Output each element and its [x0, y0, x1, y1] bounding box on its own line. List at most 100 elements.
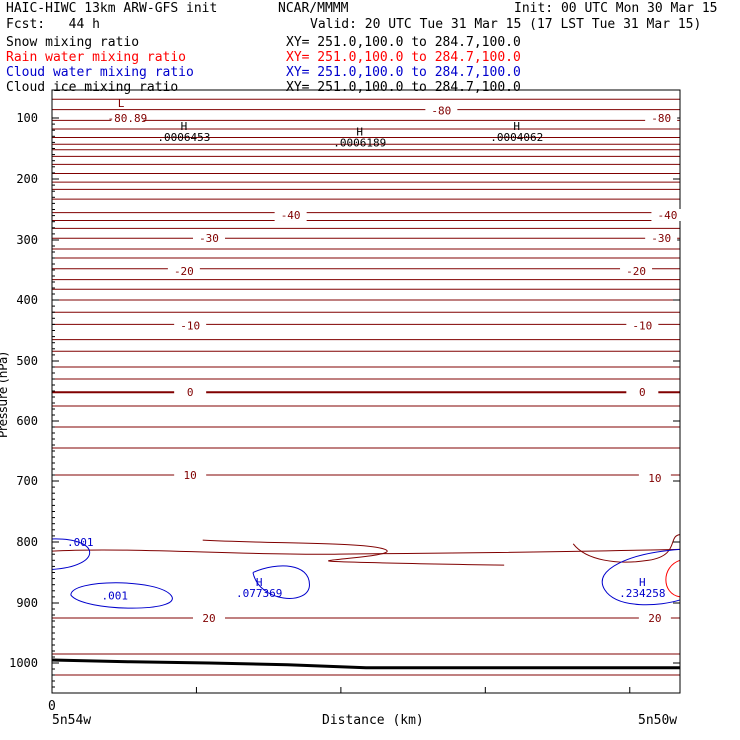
- label-bg: [645, 112, 678, 124]
- isotherm-label: -40: [658, 209, 678, 222]
- isotherm-label: -20: [626, 265, 646, 278]
- isotherm-line: [51, 299, 681, 301]
- isotherm-label: -40: [281, 209, 301, 222]
- extremum-value: .0006453: [157, 131, 210, 144]
- isotherm-line: [51, 426, 681, 428]
- y-tick-label: 100: [16, 111, 38, 125]
- isotherm-label: -80.89: [107, 112, 147, 125]
- field-label-snow: Snow mixing ratio: [6, 35, 140, 50]
- extremum-symbol: H: [256, 576, 263, 589]
- isotherm-label: -20: [174, 265, 194, 278]
- label-bg: [620, 265, 653, 278]
- cloud-label: .001: [102, 590, 129, 603]
- isotherm-label: 10: [184, 469, 197, 482]
- valid-time: Valid: 20 UTC Tue 31 Mar 15 (17 LST Tue …: [310, 17, 702, 32]
- y-tick-label: 400: [16, 293, 38, 307]
- y-tick-label: 1000: [9, 656, 38, 670]
- label-bg: [174, 319, 207, 332]
- isotherm-line: [51, 172, 681, 175]
- isotherm-line: [51, 390, 681, 394]
- field-xy-cloudice: XY= 251.0,100.0 to 284.7,100.0: [286, 80, 521, 95]
- cloud-water-contours: [51, 538, 681, 609]
- isotherm-line: [51, 338, 681, 341]
- isotherm-line: [51, 378, 681, 380]
- field-label-cloudice: Cloud ice mixing ratio: [6, 80, 179, 95]
- isotherm-label: 20: [648, 612, 661, 625]
- label-bg: [174, 469, 207, 481]
- cloud-label: .001: [67, 536, 94, 549]
- y-tick-label: 600: [16, 414, 38, 428]
- center-label: NCAR/MMMM: [278, 1, 349, 16]
- extremum-symbol: L: [118, 97, 125, 110]
- x-endpoint-left: 5n54w: [52, 713, 92, 728]
- y-tick-label: 500: [16, 354, 38, 368]
- isotherm-line: [51, 211, 681, 214]
- isotherm-line: [51, 148, 681, 151]
- terrain-line: [51, 658, 680, 670]
- x-endpoint-right: 5n50w: [638, 713, 678, 728]
- field-xy-rain: XY= 251.0,100.0 to 284.7,100.0: [286, 50, 521, 65]
- y-tick-label: 900: [16, 596, 38, 610]
- cloud-contour: [51, 538, 91, 570]
- isotherm-label: -80: [651, 112, 671, 125]
- label-bg: [651, 208, 684, 221]
- isotherm-line: [51, 405, 681, 407]
- extremum-value: .0004062: [490, 131, 543, 144]
- field-label-cloudwater: Cloud water mixing ratio: [6, 65, 194, 80]
- cloud-contour: [601, 548, 681, 606]
- isotherm-line: [51, 278, 681, 281]
- isotherm-line: [51, 447, 681, 449]
- field-label-rain: Rain water mixing ratio: [6, 50, 187, 65]
- isotherm-line: [51, 108, 681, 111]
- forecast-hour: Fcst: 44 h: [6, 17, 100, 32]
- label-bg: [193, 612, 225, 624]
- label-bg: [425, 104, 458, 117]
- cloud-contour: [252, 565, 310, 599]
- label-bg: [193, 232, 225, 245]
- isotherm-line: [51, 219, 681, 222]
- label-bg: [111, 112, 144, 124]
- extremum-symbol: H: [356, 126, 363, 139]
- extremum-value: .234258: [619, 587, 665, 600]
- isotherm-line: [51, 323, 681, 326]
- isotherm-line: [51, 198, 681, 200]
- init-time: Init: 00 UTC Mon 30 Mar 15: [514, 1, 718, 16]
- isotherm-line: [51, 136, 681, 139]
- isotherm-label: -10: [180, 320, 200, 333]
- label-bg: [274, 208, 307, 221]
- extremum-symbol: H: [639, 576, 646, 589]
- extremum-symbol: H: [181, 120, 188, 133]
- isotherm-line: [51, 143, 681, 145]
- y-tick-label: 300: [16, 233, 38, 247]
- title-left: HAIC-HIWC 13km ARW-GFS init: [6, 1, 218, 16]
- label-bg: [645, 232, 678, 245]
- isotherm-label: -80: [431, 105, 451, 118]
- isotherm-line: [51, 163, 681, 166]
- isotherm-line: [51, 474, 681, 476]
- label-bg: [638, 472, 671, 484]
- isotherm-line: [51, 350, 681, 352]
- isotherm-contours: [51, 98, 681, 676]
- isotherm-line: [51, 268, 681, 270]
- contour-labels: -80.89 -80 -80 -40 -40 -30 -30 -20 -20 -10 -10 0 0 10…: [67, 97, 684, 625]
- isotherm-label: 0: [187, 386, 194, 399]
- extremum-symbol: H: [513, 120, 520, 133]
- y-tick-label: 800: [16, 535, 38, 549]
- isotherm-line: [572, 534, 681, 563]
- isotherm-line: [51, 237, 681, 239]
- label-bg: [167, 265, 200, 278]
- cloud-contour: [70, 582, 173, 609]
- isotherm-label: 0: [639, 386, 646, 399]
- isotherm-line: [51, 311, 681, 313]
- label-bg: [174, 386, 207, 399]
- isotherm-line: [51, 616, 681, 620]
- label-bg: [638, 612, 671, 624]
- terrain-line: [51, 658, 680, 670]
- isotherm-label: -30: [199, 232, 219, 245]
- label-bg: [626, 386, 659, 399]
- isotherm-line: [51, 98, 681, 101]
- isotherm-line: [51, 652, 681, 656]
- x-axis-title: Distance (km): [322, 713, 424, 728]
